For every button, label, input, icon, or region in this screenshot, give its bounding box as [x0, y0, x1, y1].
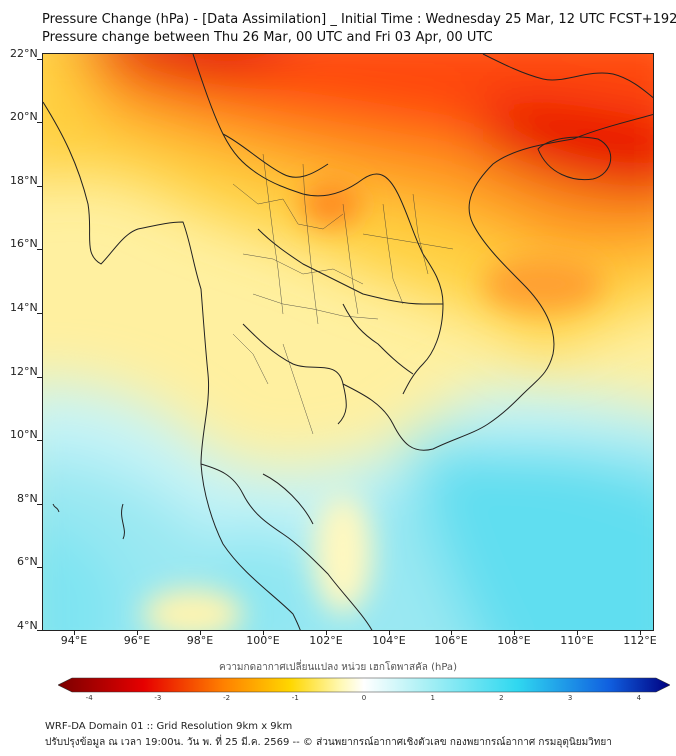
lat-tick — [37, 313, 42, 314]
lat-label-10n: 10°N — [10, 428, 38, 441]
colorbar-bar — [58, 677, 670, 693]
lon-tick — [389, 631, 390, 635]
lon-tick — [451, 631, 452, 635]
lat-label-4n: 4°N — [17, 619, 38, 632]
lat-tick — [37, 59, 42, 60]
lon-tick — [326, 631, 327, 635]
lon-label-110e: 110°E — [560, 634, 594, 647]
colorbar-tick-label: 4 — [636, 694, 642, 702]
lat-tick — [37, 567, 42, 568]
lon-label-94e: 94°E — [60, 634, 88, 647]
lat-label-8n: 8°N — [17, 492, 38, 505]
colorbar-tick-label: -4 — [85, 694, 93, 702]
map-title: Pressure Change (hPa) - [Data Assimilati… — [42, 12, 676, 27]
colorbar-title: ความกดอากาศเปลี่ยนแปลง หน่วย เฮกโตพาสคัล… — [219, 662, 457, 673]
colorbar-tick-label: 2 — [499, 694, 504, 702]
lon-label-108e: 108°E — [497, 634, 531, 647]
lat-label-12n: 12°N — [10, 365, 38, 378]
map-subtitle: Pressure change between Thu 26 Mar, 00 U… — [42, 30, 493, 45]
colorbar — [58, 677, 670, 693]
lat-label-6n: 6°N — [17, 555, 38, 568]
lat-tick — [37, 630, 42, 631]
lon-label-102e: 102°E — [309, 634, 343, 647]
lon-tick — [137, 631, 138, 635]
lon-label-96e: 96°E — [123, 634, 151, 647]
lat-tick — [37, 186, 42, 187]
lat-tick — [37, 504, 42, 505]
lat-label-14n: 14°N — [10, 301, 38, 314]
lat-tick — [37, 122, 42, 123]
colorbar-tick-label: 3 — [567, 694, 573, 702]
lon-label-98e: 98°E — [186, 634, 214, 647]
footer-model-info: WRF-DA Domain 01 :: Grid Resolution 9km … — [45, 721, 293, 732]
lat-label-16n: 16°N — [10, 237, 38, 250]
pressure-change-map — [42, 53, 654, 631]
lat-label-20n: 20°N — [10, 110, 38, 123]
lat-tick — [37, 440, 42, 441]
lon-label-100e: 100°E — [246, 634, 280, 647]
lat-label-18n: 18°N — [10, 174, 38, 187]
lat-tick — [37, 377, 42, 378]
lon-tick — [200, 631, 201, 635]
footer-credit: ปรับปรุงข้อมูล ณ เวลา 19:00น. วัน พ. ที่… — [45, 737, 612, 748]
lon-label-112e: 112°E — [623, 634, 657, 647]
lon-tick — [263, 631, 264, 635]
lon-tick — [640, 631, 641, 635]
colorbar-tick-label: -2 — [223, 694, 231, 702]
lat-label-22n: 22°N — [10, 47, 38, 60]
colorbar-tick-label: -1 — [291, 694, 299, 702]
lon-tick — [514, 631, 515, 635]
colorbar-tick-label: 0 — [361, 694, 367, 702]
lon-tick — [74, 631, 75, 635]
lat-tick — [37, 249, 42, 250]
colorbar-tick-label: -3 — [154, 694, 162, 702]
lon-tick — [577, 631, 578, 635]
lon-label-106e: 106°E — [434, 634, 468, 647]
colorbar-tick-label: 1 — [430, 694, 435, 702]
lon-label-104e: 104°E — [372, 634, 406, 647]
province-boundaries — [232, 153, 454, 435]
coastline-borders — [43, 54, 653, 630]
